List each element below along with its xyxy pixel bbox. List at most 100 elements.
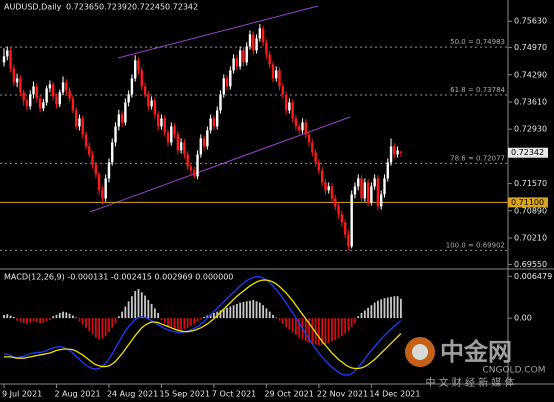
candle-body [114, 126, 117, 143]
candle-body [340, 214, 344, 223]
histogram-bar [265, 308, 268, 319]
histogram-bar [373, 302, 376, 319]
histogram-bar [258, 302, 261, 319]
candle-body [101, 190, 104, 199]
candle-body [216, 110, 219, 127]
hline-tag [508, 197, 548, 208]
candle-body [209, 118, 212, 131]
y-tick-label: 0.69550 [514, 260, 547, 269]
histogram-bar [288, 318, 291, 330]
candle-body [376, 178, 380, 207]
candle-body [347, 234, 350, 247]
histogram-bar [347, 318, 350, 332]
x-tick-label: 24 Aug 2021 [107, 390, 158, 399]
histogram-bar [12, 316, 15, 319]
histogram-bar [180, 318, 183, 331]
y-tick-label: 0.74290 [514, 70, 547, 79]
candle-body [81, 118, 84, 135]
candle-body [111, 142, 114, 163]
histogram-bar [190, 318, 192, 326]
x-tick-label: 7 Oct 2021 [212, 390, 256, 399]
indicator-line [3, 276, 402, 376]
candle-body [396, 150, 399, 155]
candle-body [271, 64, 275, 79]
histogram-bar [163, 318, 166, 324]
histogram-bar [255, 301, 258, 319]
histogram-bar [9, 315, 12, 319]
y-tick-label: 0.74970 [514, 43, 547, 52]
ohlc-value: 0.72392 [99, 3, 132, 12]
candle-body [386, 162, 389, 179]
histogram-bar [219, 310, 222, 319]
candle-body [170, 126, 173, 143]
histogram-bar [291, 318, 294, 333]
histogram-bar [108, 318, 110, 333]
candle-body [9, 50, 12, 69]
candle-body [202, 138, 206, 147]
candle-body [12, 68, 16, 83]
candle-body [65, 82, 68, 91]
histogram-bar [170, 318, 173, 328]
y-tick-label: 0.00 [514, 314, 532, 323]
histogram-bar [121, 311, 123, 319]
histogram-bar [311, 318, 314, 344]
candle-body [25, 100, 29, 107]
histogram-bar [78, 318, 81, 322]
candle-body [330, 186, 334, 199]
histogram-bar [242, 301, 245, 319]
x-tick-label: 15 Sep 2021 [159, 390, 210, 399]
histogram-bar [245, 301, 248, 319]
candle-body [88, 146, 91, 155]
x-tick-label: 14 Dec 2021 [369, 390, 420, 399]
candle-body [393, 146, 396, 155]
candle-body [147, 94, 150, 107]
histogram-bar [354, 318, 356, 324]
candle-body [281, 86, 284, 95]
candle-body [45, 88, 48, 103]
candle-body [179, 142, 183, 151]
histogram-bar [193, 318, 196, 325]
histogram-bar [144, 295, 146, 319]
histogram-bar [272, 314, 274, 319]
candle-body [134, 60, 137, 79]
candle-body [189, 166, 193, 171]
histogram-bar [235, 303, 238, 319]
candle-body [97, 174, 101, 191]
histogram-bar [94, 318, 97, 338]
candle-body [242, 50, 245, 63]
tagline: 中 文 财 经 新 媒 体 [425, 376, 514, 389]
histogram-bar [150, 303, 153, 319]
histogram-bar [383, 298, 386, 319]
candle-body [117, 114, 120, 127]
histogram-bar [229, 306, 232, 319]
histogram-bar [45, 318, 48, 322]
candle-body [311, 142, 314, 153]
candle-body [373, 178, 376, 187]
histogram-bar [334, 318, 337, 341]
histogram-bar [209, 314, 212, 319]
candle-body [389, 146, 393, 163]
candle-body [163, 118, 166, 133]
candle-body [120, 114, 124, 123]
histogram-bar [49, 318, 51, 321]
histogram-bar [317, 318, 320, 346]
candle-body [383, 178, 386, 195]
histogram-bar [22, 318, 25, 324]
y-tick-label: 0.70210 [514, 234, 547, 243]
y-tick-label: 0.72930 [514, 125, 547, 134]
histogram-bar [167, 318, 169, 326]
candle-body [6, 50, 9, 57]
histogram-bar [71, 315, 74, 319]
candle-body [258, 28, 262, 39]
candle-body [166, 132, 170, 143]
histogram-bar [340, 318, 343, 337]
candle-body [232, 58, 235, 71]
candle-body [380, 194, 383, 207]
histogram-bar [337, 318, 340, 339]
x-tick-label: 9 Jul 2021 [2, 390, 42, 399]
histogram-bar [262, 305, 265, 319]
histogram-bar [186, 318, 189, 328]
histogram-bar [367, 307, 369, 319]
candle-body [366, 182, 370, 203]
